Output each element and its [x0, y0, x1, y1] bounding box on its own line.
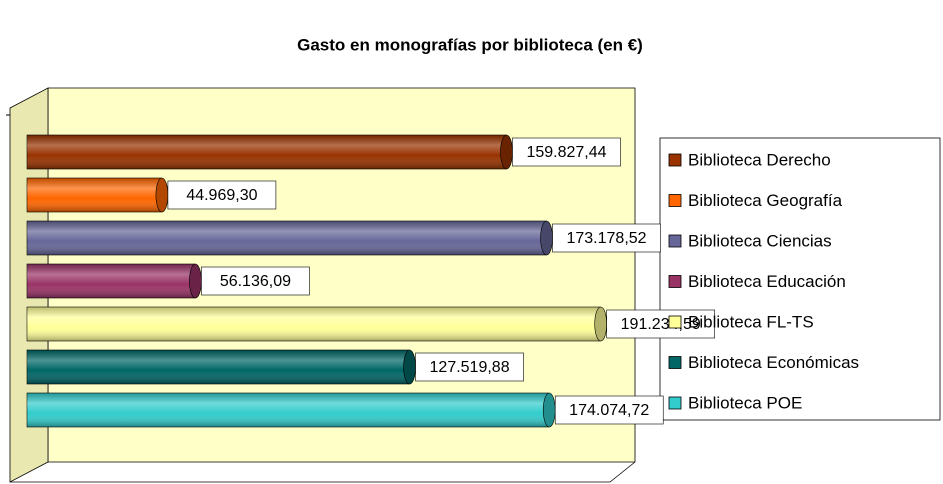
- bar-shade: [27, 264, 196, 298]
- bar-cap-shade: [540, 221, 553, 255]
- value-label-box: [512, 137, 621, 167]
- bar-shade: [27, 393, 550, 427]
- bar-cap-shade: [189, 264, 202, 298]
- value-label-box: [606, 309, 716, 339]
- floor-edge: [10, 461, 636, 483]
- bar-shade: [27, 307, 601, 341]
- legend-swatch: [668, 315, 682, 329]
- legend-label: Biblioteca Ciencias: [688, 231, 832, 250]
- bar-shade: [27, 221, 547, 255]
- value-label: 174.074,72: [569, 402, 649, 419]
- legend-swatch: [668, 396, 682, 410]
- legend-label: Biblioteca Derecho: [688, 150, 831, 169]
- legend-swatch: [668, 194, 682, 207]
- value-label-box: [552, 223, 661, 253]
- bar-cap-shade: [594, 307, 607, 341]
- value-label: 56.136,09: [220, 273, 291, 290]
- bar-cap-shade: [500, 135, 513, 169]
- legend-swatch: [668, 234, 682, 248]
- bar-shade: [27, 135, 507, 169]
- legend-label: Biblioteca Educación: [688, 272, 846, 291]
- bar-cap-shade: [543, 393, 556, 427]
- value-label-box: [167, 180, 277, 210]
- legend: [659, 137, 941, 421]
- legend-label: Biblioteca POE: [688, 393, 802, 412]
- legend-label: Biblioteca FL-TS: [688, 312, 814, 331]
- legend-swatch: [668, 275, 682, 288]
- value-label-box: [415, 352, 524, 382]
- value-label-box: [554, 395, 664, 425]
- bar-shade: [27, 178, 162, 212]
- legend-label: Biblioteca Geografía: [688, 191, 843, 210]
- bar-cap-shade: [155, 178, 168, 212]
- legend-swatch: [668, 356, 682, 369]
- bar-cap-shade: [403, 350, 416, 384]
- chart-title: Gasto en monografías por biblioteca (en …: [297, 35, 643, 54]
- legend-swatch: [668, 153, 682, 167]
- bar-shade: [27, 350, 410, 384]
- value-label: 173.178,52: [566, 230, 646, 247]
- legend-label: Biblioteca Económicas: [688, 353, 859, 372]
- value-label-box: [201, 266, 310, 296]
- value-label: 44.969,30: [186, 187, 257, 204]
- value-label: 159.827,44: [526, 144, 606, 161]
- value-label: 127.519,88: [430, 359, 510, 376]
